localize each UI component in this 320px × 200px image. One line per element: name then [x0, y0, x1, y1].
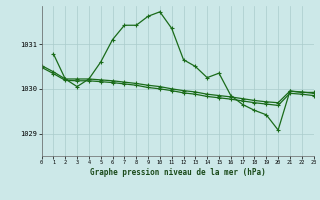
X-axis label: Graphe pression niveau de la mer (hPa): Graphe pression niveau de la mer (hPa) [90, 168, 266, 177]
